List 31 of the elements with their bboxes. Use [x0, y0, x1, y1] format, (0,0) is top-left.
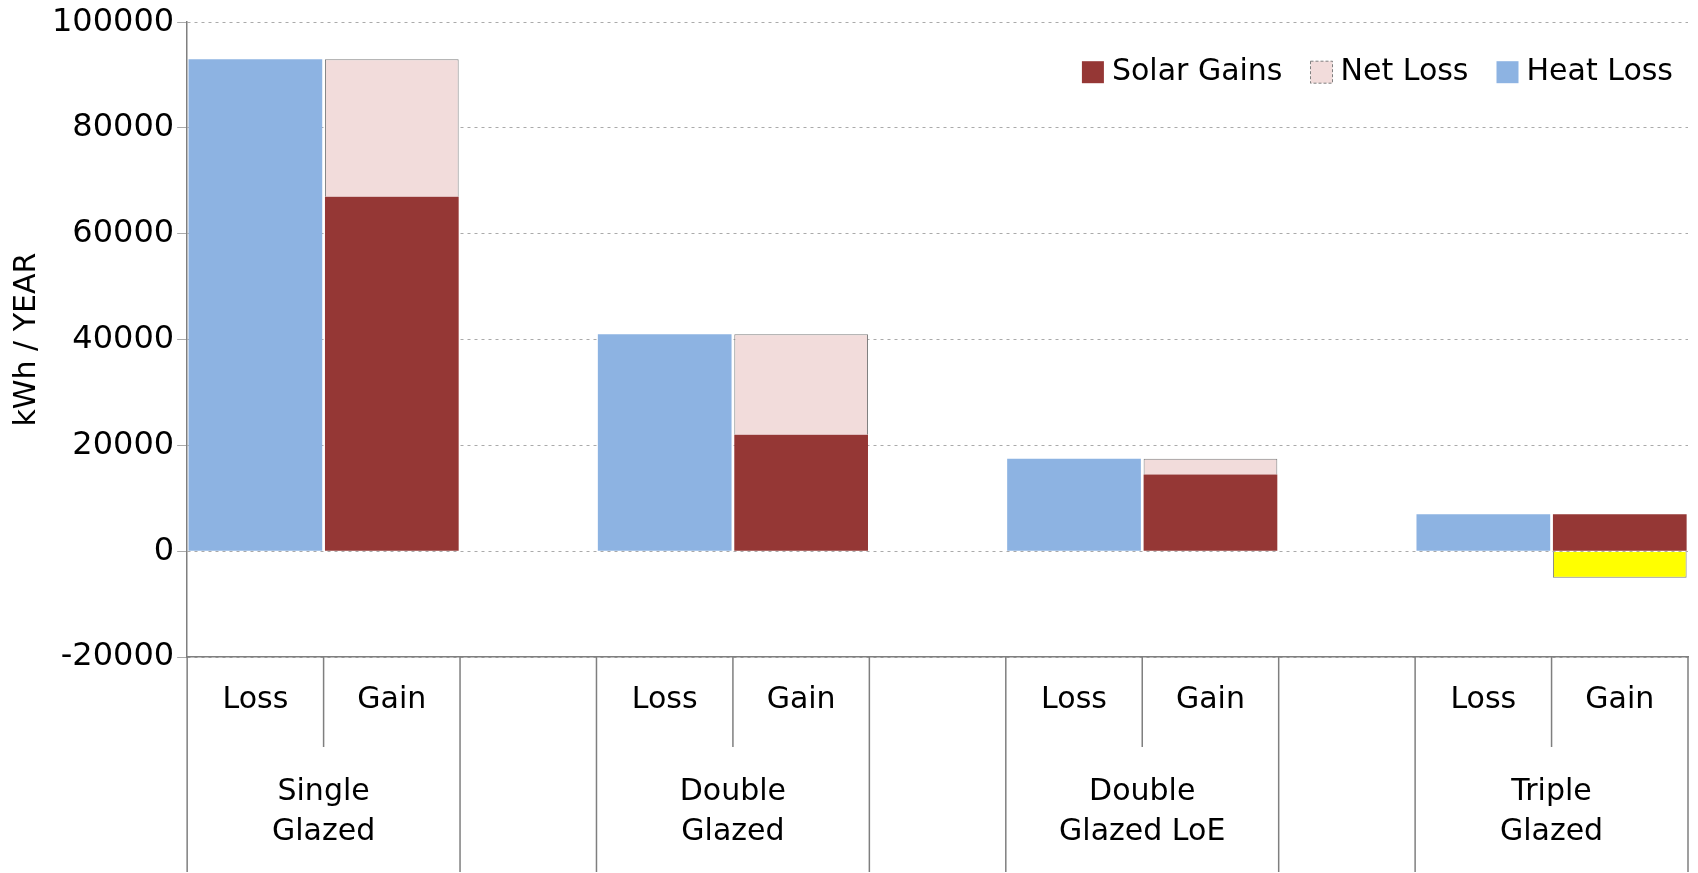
x-tick-label: Gain	[766, 679, 836, 715]
y-tick-label: 20000	[72, 423, 175, 462]
x-tick-label: Loss	[222, 679, 289, 715]
text: Single Glazed	[271, 771, 376, 847]
legend-label: Heat Loss	[1526, 52, 1673, 87]
x-tick-label: Loss	[1450, 679, 1517, 715]
bar	[1143, 474, 1278, 551]
x-tick-label: Gain	[357, 679, 427, 715]
y-tick-label: 40000	[72, 317, 175, 356]
y-tick-label: 0	[153, 529, 175, 568]
bar	[1416, 514, 1551, 551]
y-tick-label: 100000	[52, 0, 175, 39]
x-tick-label: Loss	[631, 679, 698, 715]
bar	[1552, 514, 1687, 551]
legend-label: Solar Gains	[1111, 52, 1283, 87]
y-axis-title: kWh / YEAR	[6, 252, 42, 427]
bar	[188, 59, 323, 551]
x-tick-label: Loss	[1041, 679, 1107, 715]
y-tick-label: -20000	[60, 635, 175, 674]
y-tick-label: 60000	[72, 212, 175, 251]
bar	[597, 334, 732, 551]
y-tick-label: 80000	[72, 106, 175, 145]
bar	[1007, 458, 1141, 551]
text: Double Glazed	[679, 771, 787, 847]
legend-label: Net Loss	[1340, 52, 1469, 87]
text: Double Glazed LoE	[1059, 771, 1226, 847]
text: Triple Glazed	[1499, 771, 1604, 847]
bar	[734, 434, 868, 551]
bar	[324, 196, 459, 551]
x-tick-label: Gain	[1175, 679, 1245, 715]
x-tick-label: Gain	[1585, 679, 1655, 715]
